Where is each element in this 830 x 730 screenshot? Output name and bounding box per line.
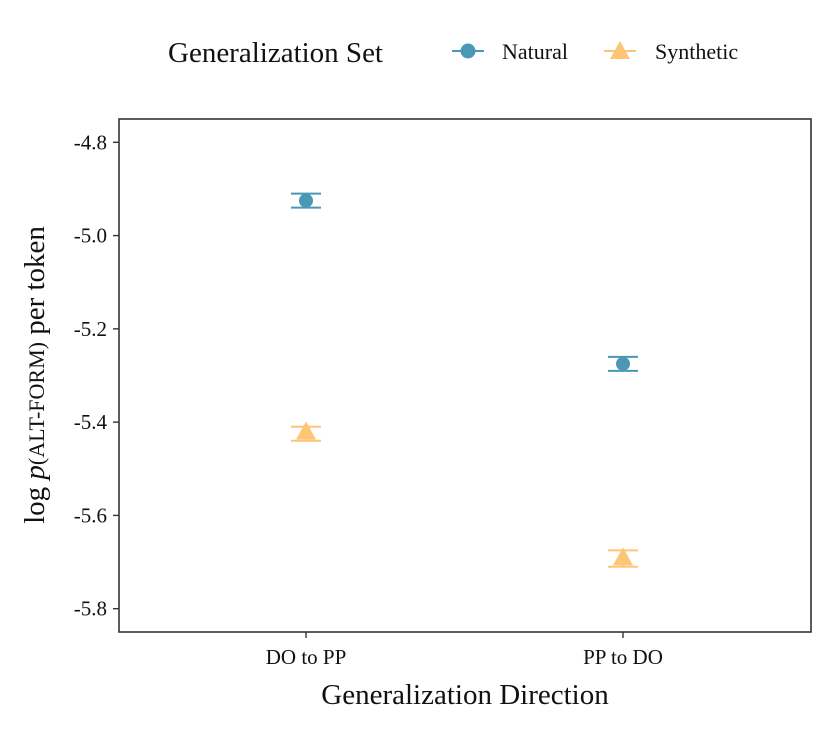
y-tick-label: -4.8 — [74, 130, 107, 154]
y-axis-title-p: p — [19, 465, 51, 482]
y-tick-label: -5.0 — [74, 224, 107, 248]
y-axis-title-altform: (ALT-FORM) — [24, 342, 49, 465]
synthetic-point — [296, 421, 316, 440]
y-tick-label: -5.6 — [74, 503, 107, 527]
x-axis: DO to PP PP to DO — [266, 632, 663, 669]
y-axis-title: log p(ALT-FORM) per token — [19, 226, 51, 524]
y-axis-title-per-token: per token — [19, 226, 51, 342]
synthetic-point — [613, 547, 633, 566]
x-axis-title: Generalization Direction — [321, 679, 609, 711]
legend-synthetic-label: Synthetic — [655, 39, 738, 64]
y-axis-title-log: log — [19, 480, 51, 524]
y-tick-label: -5.8 — [74, 597, 107, 621]
legend-entry-natural: Natural — [452, 39, 568, 64]
legend-entry-synthetic: Synthetic — [604, 39, 738, 64]
natural-point — [299, 193, 313, 208]
data-marks — [291, 192, 638, 568]
plot-panel — [118, 118, 812, 633]
x-tick-label: PP to DO — [583, 645, 663, 669]
legend: Generalization Set Natural Synthetic — [168, 37, 738, 69]
legend-natural-marker — [460, 43, 476, 59]
y-axis: -5.8 -5.6 -5.4 -5.2 -5.0 -4.8 — [74, 130, 119, 621]
x-tick-label: DO to PP — [266, 645, 347, 669]
legend-synthetic-marker — [610, 41, 630, 59]
legend-natural-label: Natural — [502, 39, 568, 64]
natural-point — [616, 356, 630, 371]
y-tick-label: -5.2 — [74, 317, 107, 341]
legend-title: Generalization Set — [168, 37, 383, 69]
y-tick-label: -5.4 — [74, 410, 108, 434]
